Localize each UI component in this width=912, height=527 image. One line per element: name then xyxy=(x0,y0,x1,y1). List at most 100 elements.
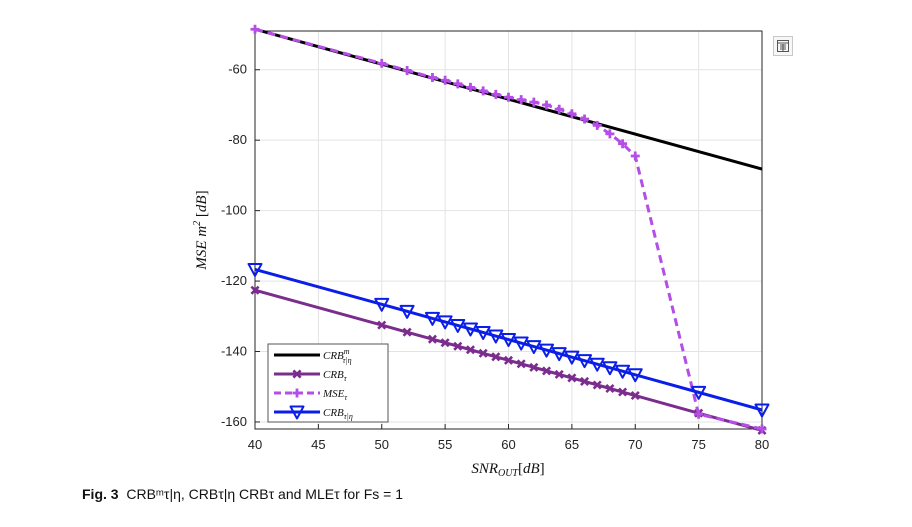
data-point xyxy=(440,75,450,85)
x-tick-label: 50 xyxy=(375,437,389,452)
x-axis-label: SNROUT[dB] xyxy=(471,461,544,479)
data-point xyxy=(488,329,504,344)
data-point xyxy=(504,92,513,102)
data-point xyxy=(592,120,602,130)
grid xyxy=(254,31,763,429)
data-point xyxy=(592,380,602,390)
data-point xyxy=(437,315,453,330)
data-point xyxy=(605,129,615,139)
data-point xyxy=(250,285,260,295)
y-tick-label: -60 xyxy=(228,62,247,77)
data-point xyxy=(526,340,542,355)
data-point xyxy=(427,72,437,82)
legend-label: MSEτ xyxy=(322,388,348,402)
series-line xyxy=(254,288,763,432)
series-line xyxy=(254,268,763,412)
y-tick-label: -100 xyxy=(221,203,247,218)
x-tick-label: 80 xyxy=(755,437,769,452)
legend-label: CRBm τ|η xyxy=(323,347,352,365)
data-point xyxy=(424,311,440,326)
data-point xyxy=(605,383,615,394)
legend-box xyxy=(267,343,389,423)
x-tick-label: 75 xyxy=(691,437,705,452)
data-point xyxy=(529,362,539,372)
data-point xyxy=(618,139,628,149)
data-point xyxy=(450,318,466,333)
series-2 xyxy=(250,24,767,434)
y-tick-label: -140 xyxy=(221,344,247,359)
legend-label: CRBτ xyxy=(323,369,348,383)
x-tick-label: 60 xyxy=(501,437,515,452)
data-point xyxy=(630,391,640,401)
data-point xyxy=(615,364,631,379)
data-point xyxy=(554,104,564,114)
series-1 xyxy=(250,285,767,435)
data-point xyxy=(374,297,390,312)
figure-caption-text: CRBᵐτ|η, CRBτ|η CRBτ and MLEτ for Fs = 1 xyxy=(126,486,404,502)
x-tick-label: 65 xyxy=(565,437,579,452)
series xyxy=(247,24,770,435)
data-point xyxy=(440,338,450,348)
figure-caption-label: Fig. 3 xyxy=(82,486,119,502)
chart: 40 45 50 55 60 65 70 75 80 -60 -80 -100 -120 -140 -160… xyxy=(192,24,770,479)
x-tick-label: 45 xyxy=(311,437,325,452)
legend: CRBm τ|η CRBτ MSEτ CRBτ|η xyxy=(267,343,389,423)
data-point xyxy=(589,357,605,372)
data-point xyxy=(630,151,640,161)
data-point xyxy=(465,82,475,92)
data-point xyxy=(542,366,552,376)
data-point xyxy=(478,86,488,96)
data-point xyxy=(453,341,463,351)
save-figure-button[interactable] xyxy=(773,36,793,56)
save-figure-icon xyxy=(777,40,789,52)
data-point xyxy=(491,89,501,99)
data-point xyxy=(427,334,437,344)
data-point xyxy=(580,376,590,386)
y-axis-label: MSE m2 [dB] xyxy=(192,190,210,270)
x-tick-label: 70 xyxy=(628,437,642,452)
data-point xyxy=(503,355,514,365)
data-point xyxy=(465,345,475,355)
data-point xyxy=(377,58,387,68)
data-point xyxy=(618,387,628,397)
x-tick-label: 55 xyxy=(438,437,452,452)
data-point xyxy=(292,369,302,379)
x-tick-label: 40 xyxy=(248,437,262,452)
data-point xyxy=(554,369,564,379)
data-point xyxy=(501,333,516,348)
axis-ticks: 40 45 50 55 60 65 70 75 80 -60 -80 -100 -120 -140 -160 xyxy=(221,62,769,452)
data-point xyxy=(564,350,580,365)
data-point xyxy=(602,361,618,376)
data-point xyxy=(402,327,412,337)
data-point xyxy=(513,336,529,351)
data-point xyxy=(757,424,767,434)
figure-caption: Fig. 3 CRBᵐτ|η, CRBτ|η CRBτ and MLEτ for… xyxy=(82,486,403,502)
data-point xyxy=(377,320,387,330)
data-point xyxy=(250,24,260,34)
series-3 xyxy=(247,262,770,418)
data-point xyxy=(516,359,526,369)
data-point xyxy=(551,347,567,362)
data-point xyxy=(478,348,488,358)
data-point xyxy=(577,354,593,369)
data-point xyxy=(491,352,501,362)
y-tick-label: -160 xyxy=(221,414,247,429)
data-point xyxy=(516,95,526,105)
data-point xyxy=(539,343,555,358)
series-line xyxy=(254,27,763,431)
y-tick-label: -120 xyxy=(221,273,247,288)
data-point xyxy=(754,403,770,418)
data-point xyxy=(567,373,577,383)
data-point xyxy=(453,79,463,89)
data-point xyxy=(580,114,590,124)
data-point xyxy=(567,109,577,119)
legend-label: CRBτ|η xyxy=(323,407,353,421)
data-point xyxy=(292,388,302,398)
data-point xyxy=(402,65,412,75)
data-point xyxy=(289,405,305,420)
data-point xyxy=(694,409,704,419)
data-point xyxy=(475,325,491,340)
data-point xyxy=(462,322,478,337)
data-point xyxy=(627,368,643,383)
data-point xyxy=(399,304,415,319)
